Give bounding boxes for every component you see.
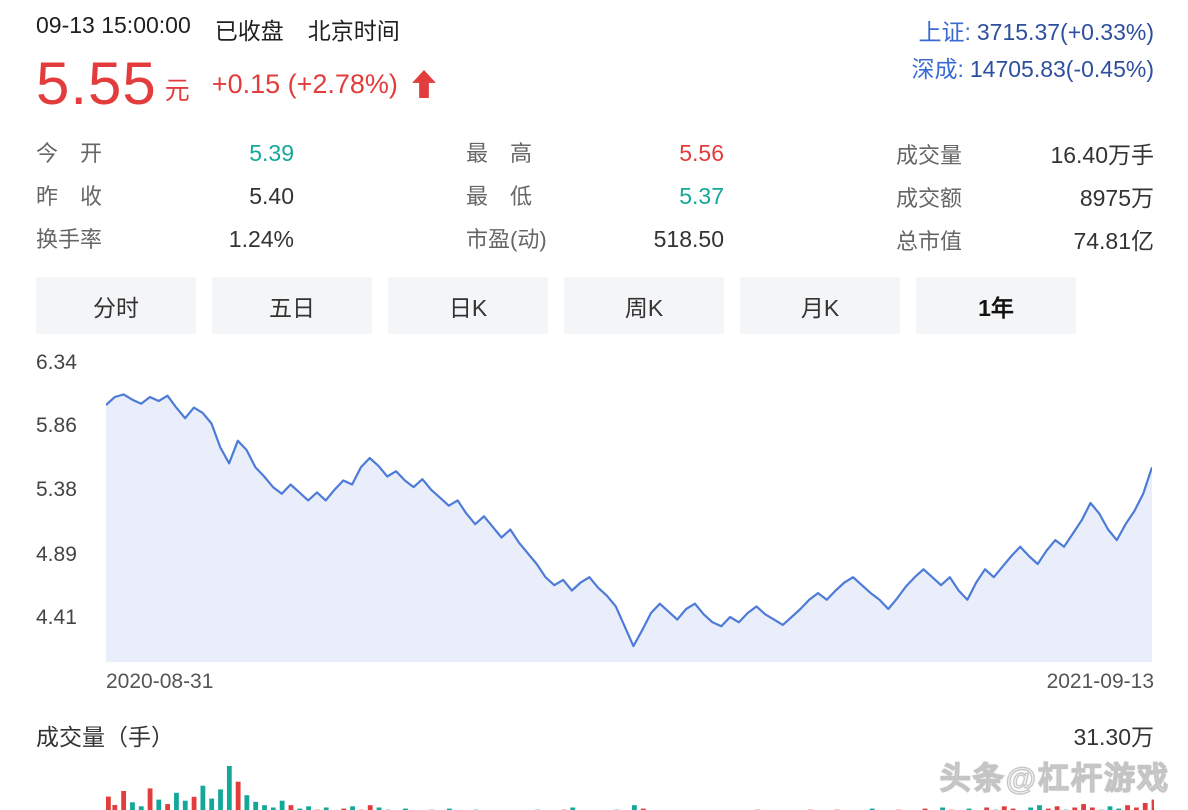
index-label: 上证:: [918, 19, 971, 45]
market-status: 已收盘: [214, 18, 284, 44]
tab-weekly-k[interactable]: 周K: [564, 277, 724, 334]
price-x-axis: 2020-08-31 2021-09-13: [106, 670, 1154, 694]
market-time-line: 09-13 15:00:00 已收盘 北京时间: [36, 10, 436, 46]
index-label: 深成:: [911, 56, 964, 82]
chart-period-tabs: 分时 五日 日K 周K 月K 1年: [0, 277, 1188, 334]
current-price: 5.55: [36, 50, 157, 117]
index-shanghai: 上证: 3715.37(+0.33%): [911, 14, 1155, 51]
stat-label: 成交额: [896, 186, 963, 211]
up-arrow-icon: [412, 70, 436, 98]
stats-grid: 今 开 5.39 昨 收 5.40 换手率 1.24% 最 高 5.56 最 低…: [0, 136, 1188, 265]
market-indices: 上证: 3715.37(+0.33%) 深成: 14705.83(-0.45%): [911, 10, 1154, 114]
stat-row-volume: 成交量 16.40万手: [896, 136, 1154, 179]
stat-value: 5.40: [249, 183, 294, 209]
stat-value: 5.39: [249, 140, 294, 166]
stat-label: 成交量: [896, 143, 963, 168]
price-line-path: [106, 393, 1152, 648]
y-axis-tick: 5.38: [36, 477, 77, 501]
stat-row-low: 最 低 5.37: [466, 179, 724, 222]
stat-value: 74.81亿: [1073, 228, 1154, 254]
price-plot[interactable]: [106, 352, 1152, 662]
stat-label: 总市值: [896, 229, 963, 254]
stat-row-open: 今 开 5.39: [36, 136, 294, 179]
y-axis-tick: 6.34: [36, 350, 77, 374]
stat-row-market-cap: 总市值 74.81亿: [896, 222, 1154, 265]
tab-minute[interactable]: 分时: [36, 277, 196, 334]
volume-bars-svg: [106, 766, 1154, 810]
tab-1year[interactable]: 1年: [916, 277, 1076, 334]
quote-header: 09-13 15:00:00 已收盘 北京时间 5.55 元 +0.15 (+2…: [0, 0, 1188, 114]
stat-value: 5.56: [679, 140, 724, 166]
index-value: 14705.83(-0.45%): [969, 56, 1154, 82]
price-row: 5.55 元 +0.15 (+2.78%): [36, 54, 436, 114]
stat-row-high: 最 高 5.56: [466, 136, 724, 179]
stat-label: 今 开: [36, 141, 103, 166]
x-axis-end-date: 2021-09-13: [1046, 670, 1154, 693]
watermark: 头条@杠杆游戏: [939, 760, 1170, 796]
price-area-fill: [106, 394, 1152, 662]
index-shenzhen: 深成: 14705.83(-0.45%): [911, 51, 1154, 88]
stat-value: 16.40万手: [1050, 142, 1154, 168]
price-y-axis: 6.34 5.86 5.38 4.89 4.41: [36, 350, 106, 662]
price-chart-section: 6.34 5.86 5.38 4.89 4.41: [0, 350, 1188, 662]
quote-header-left: 09-13 15:00:00 已收盘 北京时间 5.55 元 +0.15 (+2…: [36, 10, 436, 114]
price-change: +0.15 (+2.78%): [211, 68, 398, 99]
x-axis-start-date: 2020-08-31: [106, 670, 214, 693]
quote-datetime: 09-13 15:00:00: [36, 12, 191, 38]
tab-daily-k[interactable]: 日K: [388, 277, 548, 334]
stat-value: 518.50: [653, 226, 724, 252]
stat-row-prev-close: 昨 收 5.40: [36, 179, 294, 222]
stat-row-turnover-amount: 成交额 8975万: [896, 179, 1154, 222]
y-axis-tick: 4.41: [36, 606, 77, 630]
up-arrow-svg: [412, 70, 436, 98]
y-axis-tick: 4.89: [36, 542, 77, 566]
tab-5day[interactable]: 五日: [212, 277, 372, 334]
stat-label: 最 低: [466, 184, 533, 209]
volume-bars-group: [106, 766, 1154, 810]
volume-max-label: 31.30万: [1073, 724, 1154, 750]
volume-title: 成交量（手）: [36, 724, 174, 750]
stats-column-1: 今 开 5.39 昨 收 5.40 换手率 1.24%: [36, 136, 294, 265]
index-value: 3715.37(+0.33%): [976, 19, 1154, 45]
y-axis-tick: 5.86: [36, 414, 77, 438]
stats-column-3: 成交量 16.40万手 成交额 8975万 总市值 74.81亿: [896, 136, 1154, 265]
price-unit: 元: [164, 77, 190, 105]
volume-plot: [106, 764, 1154, 810]
stat-label: 昨 收: [36, 184, 103, 209]
stat-row-turnover-rate: 换手率 1.24%: [36, 222, 294, 265]
tab-monthly-k[interactable]: 月K: [740, 277, 900, 334]
stat-value: 5.37: [679, 183, 724, 209]
stat-value: 1.24%: [228, 226, 294, 252]
stat-value: 8975万: [1079, 185, 1154, 211]
volume-header: 成交量（手） 31.30万: [36, 718, 1154, 752]
timezone-label: 北京时间: [307, 18, 400, 44]
stat-row-pe-ratio: 市盈(动) 518.50: [466, 222, 724, 265]
stat-label: 换手率: [36, 227, 103, 252]
stat-label: 市盈(动): [466, 227, 547, 252]
stats-column-2: 最 高 5.56 最 低 5.37 市盈(动) 518.50: [466, 136, 724, 265]
price-chart-svg: [106, 393, 1152, 662]
stat-label: 最 高: [466, 141, 533, 166]
